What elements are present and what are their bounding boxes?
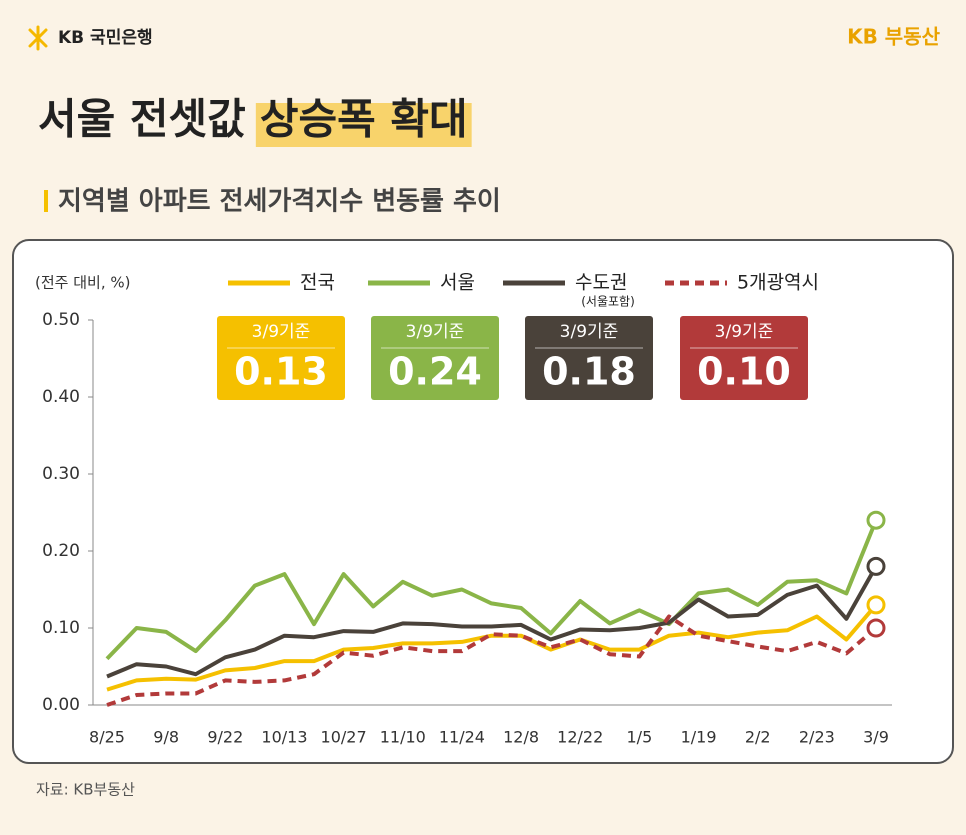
badge: 3/9기준 0.10 — [680, 316, 808, 400]
badge-value: 0.10 — [697, 350, 791, 394]
y-tick-label: 0.10 — [42, 618, 80, 638]
legend-label: 서울 — [440, 272, 475, 294]
y-tick-label: 0.20 — [42, 541, 80, 561]
title-highlight: 상승폭 확대 — [260, 95, 468, 144]
x-tick-label: 9/8 — [153, 728, 179, 747]
y-tick-label: 0.00 — [42, 695, 80, 715]
legend-label: 5개광역시 — [737, 272, 819, 294]
brand-logo: KB 부동산 — [847, 25, 941, 49]
x-tick-label: 11/24 — [439, 728, 485, 747]
end-marker — [866, 510, 886, 530]
series-line — [106, 603, 878, 692]
x-tick-label: 12/22 — [557, 728, 603, 747]
x-tick-label: 1/5 — [627, 728, 653, 747]
legend-label: 전국 — [300, 272, 335, 294]
y-tick-label: 0.30 — [42, 464, 80, 484]
end-marker — [866, 556, 886, 576]
series-line — [106, 565, 878, 679]
badge-value: 0.18 — [542, 350, 636, 394]
badge-bg — [217, 316, 345, 400]
badge: 3/9기준 0.13 — [217, 316, 345, 400]
x-tick-label: 11/10 — [380, 728, 426, 747]
y-axis-label: (전주 대비, %) — [35, 274, 130, 292]
series-line — [106, 614, 878, 707]
x-tick-label: 10/27 — [321, 728, 367, 747]
badge-bg — [525, 316, 653, 400]
badge-bg — [680, 316, 808, 400]
x-tick-label: 3/9 — [863, 728, 889, 747]
badge-value: 0.24 — [388, 350, 482, 394]
x-tick-label: 2/23 — [799, 728, 835, 747]
x-tick-label: 9/22 — [207, 728, 243, 747]
subtitle-bar — [44, 190, 48, 212]
chart: 0.00 0.10 0.20 0.30 0.40 0.50 8/25 9/8 9/22 10/13… — [42, 272, 892, 747]
badge-label: 3/9기준 — [252, 322, 311, 342]
end-marker — [866, 595, 886, 615]
badge-value: 0.13 — [234, 350, 328, 394]
badge-label: 3/9기준 — [406, 322, 465, 342]
end-marker — [866, 618, 886, 638]
legend-label: 수도권 — [575, 272, 627, 294]
legend-note: (서울포함) — [581, 295, 635, 309]
badge-bg — [371, 316, 499, 400]
badge-label: 3/9기준 — [715, 322, 774, 342]
x-tick-label: 8/25 — [89, 728, 125, 747]
badge: 3/9기준 0.18 — [525, 316, 653, 400]
x-tick-label: 10/13 — [261, 728, 307, 747]
title: 서울 전셋값 — [38, 95, 246, 144]
source: 자료: KB부동산 — [36, 781, 135, 799]
badge-label: 3/9기준 — [560, 322, 619, 342]
subtitle: 지역별 아파트 전세가격지수 변동률 추이 — [58, 187, 501, 217]
x-tick-label: 2/2 — [745, 728, 771, 747]
y-tick-label: 0.40 — [42, 387, 80, 407]
y-tick-label: 0.50 — [42, 310, 80, 330]
bank-logo: KB 국민은행 — [58, 28, 153, 48]
bank-logo-icon — [28, 25, 48, 51]
title-highlight-bg — [255, 103, 472, 147]
x-tick-label: 1/19 — [681, 728, 717, 747]
x-tick-label: 12/8 — [503, 728, 539, 747]
badge: 3/9기준 0.24 — [371, 316, 499, 400]
series-line — [105, 519, 878, 661]
